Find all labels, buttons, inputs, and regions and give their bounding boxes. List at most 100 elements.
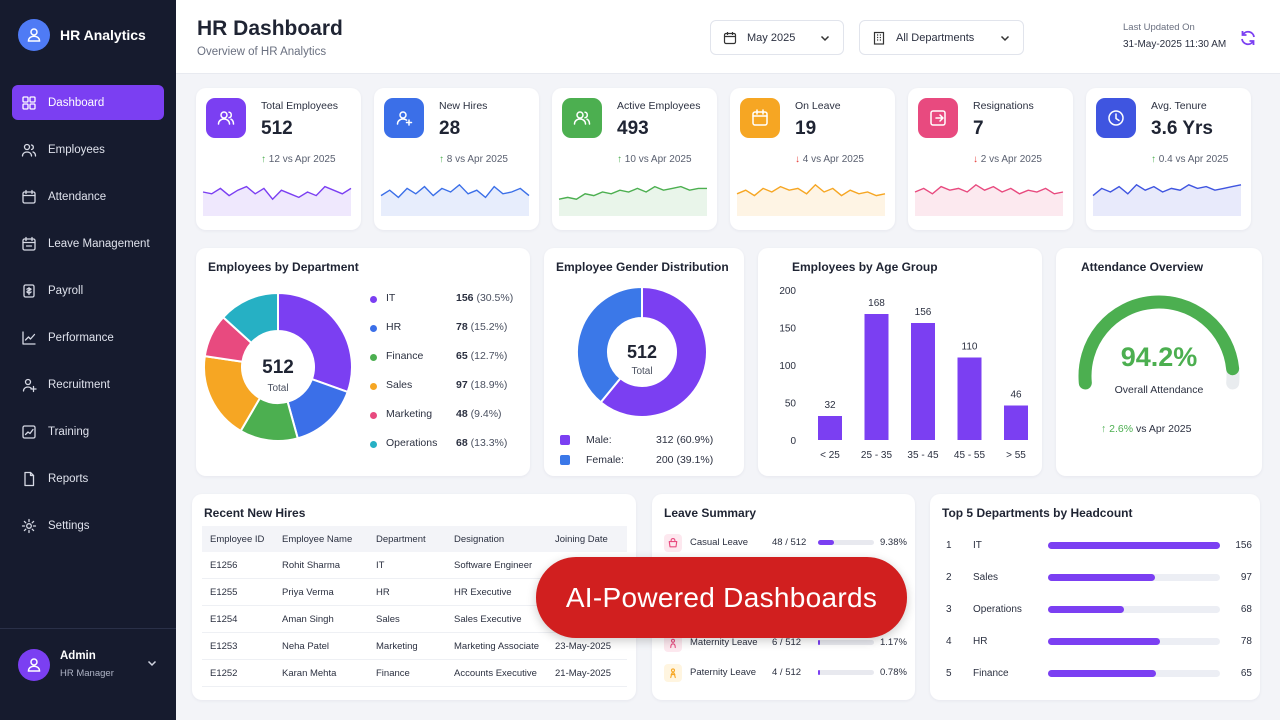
legend-name: Finance	[386, 350, 424, 362]
bar-4[interactable]	[1004, 405, 1028, 441]
leave-name: Paternity Leave	[690, 667, 757, 678]
promo-banner: AI-Powered Dashboards	[536, 557, 907, 638]
kpi-card-avg-tenure[interactable]: Avg. Tenure 3.6 Yrs ↑ 0.4 vs Apr 2025	[1086, 88, 1251, 230]
donut-center-label: Total	[267, 383, 288, 394]
table-header: Employee ID Employee Name Department Design…	[202, 526, 627, 552]
column-header[interactable]: Employee Name	[282, 533, 353, 545]
table-cell: 23-May-2025	[555, 640, 611, 652]
sidebar-item-employees[interactable]: Employees	[12, 132, 164, 167]
sidebar-item-performance[interactable]: Performance	[12, 320, 164, 355]
kpi-card-resignations[interactable]: Resignations 7 ↓ 2 vs Apr 2025	[908, 88, 1073, 230]
department-card: Employees by Department 512 Total IT 156 (…	[196, 248, 530, 476]
kpi-icon	[206, 98, 246, 138]
department-name: HR	[973, 636, 988, 647]
legend-name: Sales	[386, 379, 413, 391]
brand[interactable]: HR Analytics	[18, 19, 146, 51]
legend-item[interactable]: Male: 312 (60.9%)	[560, 434, 730, 448]
bar-1[interactable]	[864, 314, 889, 440]
list-item[interactable]: 3 Operations 68	[942, 602, 1252, 618]
column-header[interactable]: Joining Date	[555, 533, 608, 545]
list-item[interactable]: 4 HR 78	[942, 634, 1252, 650]
legend-value: 68 (13.3%)	[456, 437, 508, 449]
table-cell: E1256	[210, 559, 238, 571]
bar-2[interactable]	[911, 323, 935, 440]
headcount-value: 65	[1240, 668, 1252, 679]
list-item[interactable]: 1 IT 156	[942, 538, 1252, 554]
gear-icon	[21, 518, 37, 534]
leave-percent: 9.38%	[880, 537, 907, 548]
sidebar-item-leave-management[interactable]: Leave Management	[12, 226, 164, 261]
sparkline-area	[203, 186, 351, 216]
column-header[interactable]: Designation	[454, 533, 505, 545]
sidebar-nav: Dashboard Employees Attendance Leave Manage…	[12, 85, 164, 555]
sidebar-item-training[interactable]: Training	[12, 414, 164, 449]
sidebar-item-reports[interactable]: Reports	[12, 461, 164, 496]
sparkline-line	[202, 185, 352, 201]
headcount-bar	[1048, 638, 1220, 645]
table-row[interactable]: E1253 Neha Patel Marketing Marketing Associ…	[202, 633, 627, 660]
department-slice-hr[interactable]	[286, 377, 349, 440]
legend-item[interactable]: Female: 200 (39.1%)	[560, 454, 730, 468]
section-title: Recent New Hires	[204, 506, 306, 520]
maternity-leave-icon	[664, 634, 682, 652]
gender-card: Employee Gender Distribution 512 Total Ma…	[544, 248, 744, 476]
sparkline	[380, 183, 530, 216]
page-subtitle: Overview of HR Analytics	[197, 46, 327, 58]
department-name: Operations	[973, 604, 1022, 615]
legend-value: 156 (30.5%)	[456, 292, 514, 304]
refresh-icon[interactable]	[1238, 28, 1258, 48]
gender-slice-male[interactable]	[599, 286, 708, 418]
sidebar-item-settings[interactable]: Settings	[12, 508, 164, 543]
legend-percent: (30.5%)	[476, 292, 514, 304]
column-header[interactable]: Department	[376, 533, 426, 545]
leave-item[interactable]: Paternity Leave 4 / 512 0.78%	[664, 664, 909, 686]
gender-slice-female[interactable]	[576, 286, 643, 404]
month-select[interactable]: May 2025	[710, 20, 844, 55]
bar-3[interactable]	[957, 357, 982, 441]
sidebar-item-attendance[interactable]: Attendance	[12, 179, 164, 214]
kpi-card-on-leave[interactable]: On Leave 19 ↓ 4 vs Apr 2025	[730, 88, 895, 230]
sidebar-item-dashboard[interactable]: Dashboard	[12, 85, 164, 120]
sidebar-item-recruitment[interactable]: Recruitment	[12, 367, 164, 402]
bar-value-label: 156	[915, 307, 932, 318]
leave-item[interactable]: Maternity Leave 6 / 512 1.17%	[664, 634, 909, 656]
leave-item[interactable]: Casual Leave 48 / 512 9.38%	[664, 534, 909, 556]
department-slice-it[interactable]	[277, 291, 353, 394]
sparkline	[202, 185, 352, 216]
legend-name: Marketing	[386, 408, 433, 420]
kpi-card-active-employees[interactable]: Active Employees 493 ↑ 10 vs Apr 2025	[552, 88, 717, 230]
building-icon	[873, 31, 885, 45]
department-select[interactable]: All Departments	[859, 20, 1024, 55]
legend-swatch	[560, 435, 570, 445]
section-title: Employees by Department	[208, 260, 359, 274]
kpi-delta: ↓ 4 vs Apr 2025	[795, 154, 864, 165]
table-row[interactable]: E1255 Priya Verma HR HR Executive	[202, 579, 627, 606]
sidebar-item-label: Recruitment	[48, 378, 110, 391]
section-title: Employee Gender Distribution	[556, 260, 729, 274]
bar-value-label: 46	[1010, 390, 1022, 401]
kpi-card-new-hires[interactable]: New Hires 28 ↑ 8 vs Apr 2025	[374, 88, 539, 230]
table-cell: Karan Mehta	[282, 667, 337, 679]
table-cell: E1255	[210, 586, 238, 598]
legend-percent: (18.9%)	[470, 379, 508, 391]
kpi-card-total-employees[interactable]: Total Employees 512 ↑ 12 vs Apr 2025	[196, 88, 361, 230]
legend-swatch	[370, 441, 377, 448]
table-row[interactable]: E1256 Rohit Sharma IT Software Engineer	[202, 552, 627, 579]
user-profile[interactable]: Admin HR Manager	[0, 628, 176, 720]
bar-0[interactable]	[818, 416, 842, 440]
list-item[interactable]: 2 Sales 97	[942, 570, 1252, 586]
chevron-down-icon	[1000, 35, 1010, 41]
column-header[interactable]: Employee ID	[210, 533, 265, 545]
table-row[interactable]: E1252 Karan Mehta Finance Accounts Executiv…	[202, 660, 627, 687]
gender-donut-chart: 512 Total	[576, 286, 708, 418]
department-slice-operations[interactable]	[221, 291, 279, 345]
sidebar-item-payroll[interactable]: Payroll	[12, 273, 164, 308]
leave-progress-fill	[818, 640, 821, 645]
kpi-icon	[1096, 98, 1136, 138]
headcount-bar-fill	[1048, 670, 1157, 677]
list-item[interactable]: 5 Finance 65	[942, 666, 1252, 682]
kpi-delta: ↑ 12 vs Apr 2025	[261, 154, 336, 165]
chevron-down-icon[interactable]	[146, 657, 158, 669]
table-row[interactable]: E1254 Aman Singh Sales Sales Executive	[202, 606, 627, 633]
table-cell: Sales	[376, 613, 400, 625]
